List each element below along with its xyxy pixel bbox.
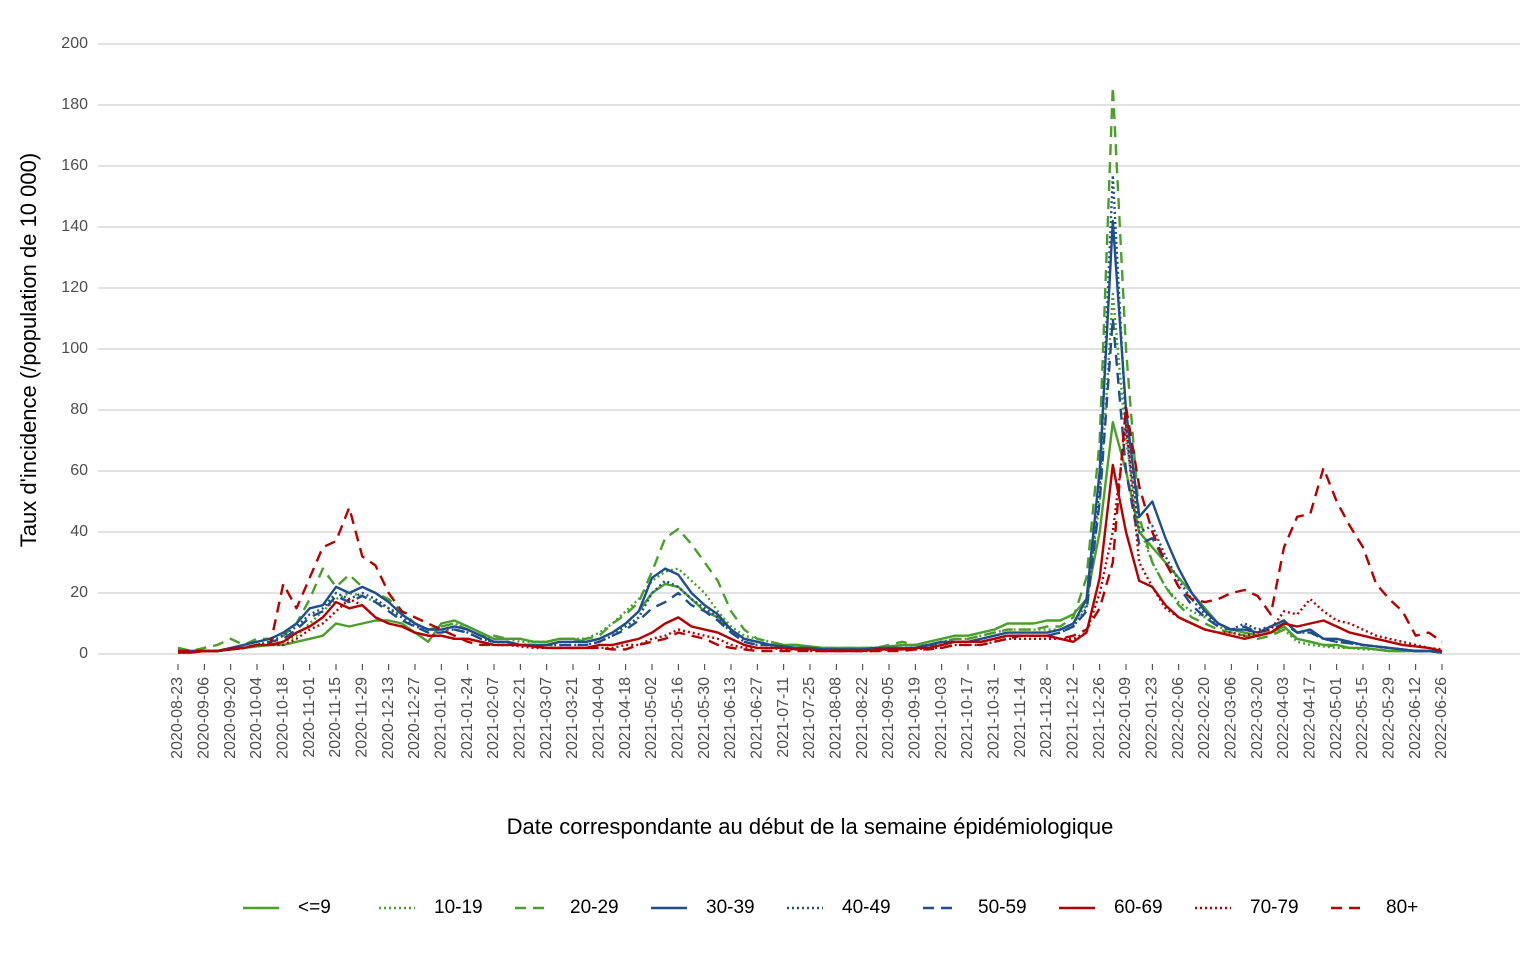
x-tick-label: 2021-11-14 (1012, 677, 1029, 758)
x-tick-label: 2021-03-07 (538, 677, 555, 759)
x-tick-label: 2022-03-20 (1249, 677, 1266, 759)
x-tick-label: 2022-02-06 (1170, 677, 1187, 759)
x-tick-label: 2022-05-01 (1328, 677, 1345, 759)
x-tick-label: 2022-02-20 (1196, 677, 1213, 759)
legend-label: 50-59 (978, 897, 1027, 918)
x-tick-label: 2022-05-29 (1381, 677, 1398, 759)
x-tick-label: 2021-09-05 (880, 677, 897, 759)
x-tick-label: 2021-07-25 (801, 677, 818, 759)
x-tick-label: 2021-11-28 (1038, 677, 1055, 758)
legend-label: 30-39 (706, 897, 755, 918)
x-tick-label: 2020-12-27 (406, 677, 423, 759)
y-tick-label: 60 (70, 462, 88, 479)
x-tick-label: 2022-05-15 (1354, 677, 1371, 759)
x-tick-label: 2022-06-26 (1433, 677, 1450, 759)
y-axis-title: Taux d'incidence (/population de 10 000) (16, 153, 41, 547)
x-tick-label: 2021-06-13 (722, 677, 739, 759)
x-tick-label: 2020-08-23 (169, 677, 186, 759)
series-line (177, 421, 1443, 654)
x-tick-label: 2021-05-02 (643, 677, 660, 759)
x-tick-label: 2021-10-03 (933, 677, 950, 759)
x-tick-label: 2021-04-18 (617, 677, 634, 759)
x-tick-label: 2022-01-23 (1144, 677, 1161, 759)
x-tick-label: 2020-12-13 (380, 677, 397, 759)
legend-label: 40-49 (842, 897, 891, 918)
x-tick-label: 2020-11-15 (327, 677, 344, 758)
series-line (178, 463, 1443, 654)
x-tick-label: 2021-10-31 (986, 677, 1003, 759)
x-tick-label: 2021-05-30 (696, 677, 713, 759)
x-tick-label: 2021-06-27 (749, 677, 766, 759)
x-tick-label: 2021-02-21 (512, 677, 529, 759)
x-tick-label: 2020-09-06 (196, 677, 213, 759)
x-tick-label: 2021-03-21 (564, 677, 581, 759)
x-tick-label: 2021-10-17 (959, 677, 976, 759)
x-tick-label: 2021-02-07 (485, 677, 502, 759)
x-tick-label: 2021-08-08 (828, 677, 845, 759)
y-tick-label: 140 (61, 218, 88, 235)
x-tick-label: 2021-08-22 (854, 677, 871, 759)
series-line (178, 219, 1443, 654)
x-tick-label: 2021-09-19 (907, 677, 924, 759)
legend-label: 80+ (1386, 897, 1418, 918)
x-tick-label: 2021-12-26 (1091, 677, 1108, 759)
y-tick-label: 100 (61, 340, 88, 357)
legend-label: 60-69 (1114, 897, 1163, 918)
y-tick-label: 40 (70, 523, 88, 540)
x-tick-label: 2020-09-20 (222, 677, 239, 759)
x-tick-label: 2020-11-01 (301, 677, 318, 758)
x-tick-label: 2021-04-04 (591, 677, 608, 759)
series-line (178, 173, 1443, 654)
x-tick-label: 2021-12-12 (1065, 677, 1082, 759)
legend-label: 10-19 (434, 897, 483, 918)
series-line (177, 85, 1443, 654)
x-tick-label: 2020-10-04 (248, 677, 265, 759)
y-tick-label: 160 (61, 157, 88, 174)
x-tick-label: 2021-01-24 (459, 677, 476, 759)
y-tick-label: 180 (61, 96, 88, 113)
y-tick-label: 120 (61, 279, 88, 296)
x-tick-label: 2021-07-11 (775, 677, 792, 758)
x-tick-label: 2021-05-16 (670, 677, 687, 759)
series-line (178, 317, 1443, 654)
x-tick-label: 2022-03-06 (1223, 677, 1240, 759)
x-tick-label: 2020-11-29 (354, 677, 371, 758)
x-tick-label: 2022-04-17 (1302, 677, 1319, 759)
legend-label: <=9 (298, 897, 331, 918)
x-tick-label: 2021-01-10 (433, 677, 450, 759)
y-tick-label: 0 (79, 645, 88, 662)
series-line (178, 405, 1443, 653)
legend-label: 70-79 (1250, 897, 1299, 918)
x-axis-title: Date correspondante au début de la semai… (507, 814, 1114, 839)
series-line (178, 424, 1443, 654)
x-tick-label: 2022-06-12 (1407, 677, 1424, 759)
x-tick-label: 2022-01-09 (1117, 677, 1134, 759)
y-tick-label: 80 (70, 401, 88, 418)
y-tick-label: 20 (70, 584, 88, 601)
x-tick-label: 2022-04-03 (1275, 677, 1292, 759)
series-line (178, 292, 1443, 654)
y-tick-label: 200 (61, 35, 88, 52)
legend-label: 20-29 (570, 897, 619, 918)
x-tick-label: 2020-10-18 (275, 677, 292, 759)
